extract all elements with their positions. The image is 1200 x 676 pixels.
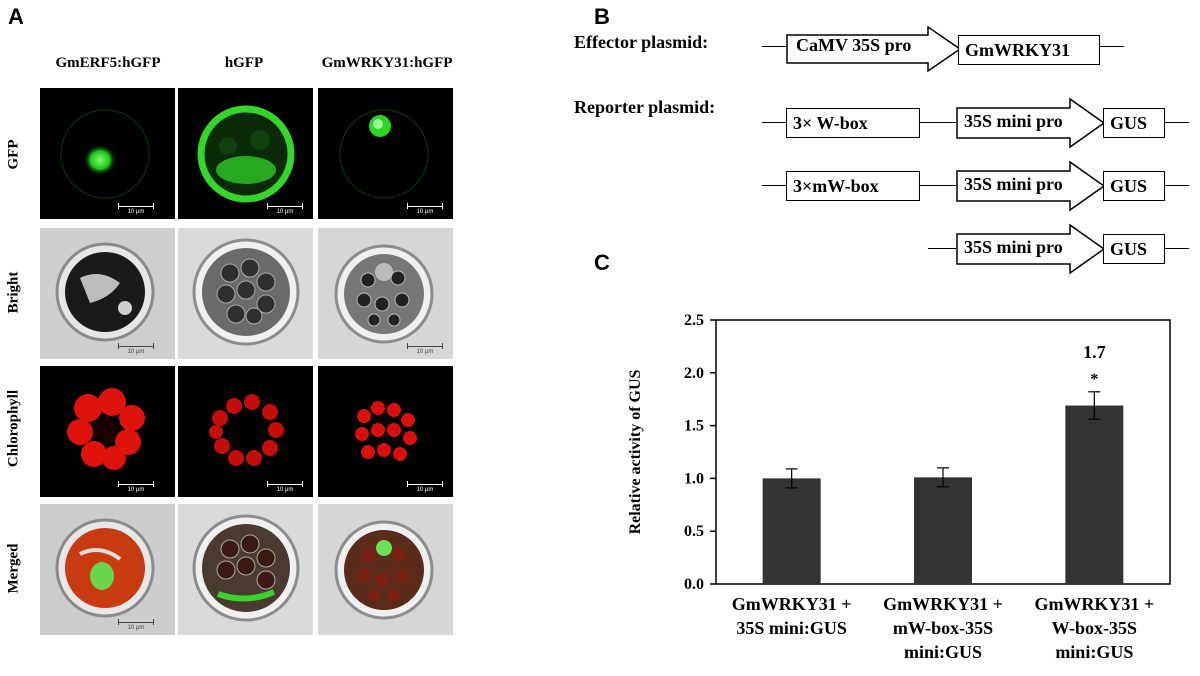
construct-line xyxy=(1100,46,1124,47)
panel-a-letter: A xyxy=(8,4,24,29)
construct-line xyxy=(920,185,956,186)
bar xyxy=(1065,405,1124,584)
scale-bar: 10 μm xyxy=(265,203,305,215)
x-category-label: 35S mini:GUS xyxy=(736,618,847,638)
scale-bar: 10 μm xyxy=(116,481,156,493)
construct-line xyxy=(762,46,786,47)
promoter-arrow xyxy=(956,97,1106,149)
reporter-promoter-label: 35S mini pro xyxy=(964,237,1063,257)
row-header-gfp: GFP xyxy=(5,139,22,170)
reporter-promoter-label: 35S mini pro xyxy=(964,111,1063,131)
gus-gene-box: GUS xyxy=(1103,234,1165,264)
x-category-label: GmWRKY31 + xyxy=(732,594,852,614)
y-tick-label: 0.5 xyxy=(684,523,704,540)
promoter-arrow xyxy=(956,223,1106,275)
row-header-bright: Bright xyxy=(5,271,22,314)
y-tick-label: 2.5 xyxy=(684,312,704,329)
gus-gene-box: GUS xyxy=(1103,171,1165,201)
micrograph-chlorophyll-gmerf5 xyxy=(40,366,175,497)
gus-gene-box: GUS xyxy=(1103,108,1165,138)
construct-line xyxy=(1165,122,1189,123)
scale-bar: 10 μm xyxy=(116,343,156,355)
construct-line xyxy=(762,122,786,123)
construct-line xyxy=(762,185,786,186)
scale-bar: 10 μm xyxy=(405,203,445,215)
micrograph-merged-gmerf5 xyxy=(40,504,175,635)
y-axis-label: Relative activity of GUS xyxy=(627,369,644,534)
x-category-label: mini:GUS xyxy=(904,642,982,662)
y-tick-label: 1.0 xyxy=(684,470,704,487)
micrograph-bright-hgfp xyxy=(178,228,313,359)
x-category-label: GmWRKY31 + xyxy=(883,594,1003,614)
y-tick-label: 2.0 xyxy=(684,365,704,382)
scale-bar: 10 μm xyxy=(265,481,305,493)
x-category-label: mW-box-35S xyxy=(893,618,993,638)
scale-bar: 10 μm xyxy=(405,481,445,493)
construct-line xyxy=(1165,248,1189,249)
bar xyxy=(914,477,972,584)
y-tick-label: 1.5 xyxy=(684,418,704,435)
reporter-promoter-label: 35S mini pro xyxy=(964,174,1063,194)
effector-gene-box: GmWRKY31 xyxy=(958,35,1100,65)
column-header-hgfp: hGFP xyxy=(224,55,264,71)
construct-line xyxy=(928,248,956,249)
w-box-element: 3× W-box xyxy=(786,108,920,138)
significance-marker: * xyxy=(1090,371,1098,388)
panel-b-letter: B xyxy=(594,4,610,29)
promoter-arrow xyxy=(786,25,962,73)
value-label: 1.7 xyxy=(1083,342,1106,362)
x-category-label: mini:GUS xyxy=(1055,642,1133,662)
y-tick-label: 0.0 xyxy=(684,576,704,593)
micrograph-merged-gmwrky31 xyxy=(318,504,453,635)
row-header-chlorophyll: Chlorophyll xyxy=(5,389,22,468)
panel-c-letter: C xyxy=(594,250,610,275)
scale-bar: 10 μm xyxy=(116,203,156,215)
construct-line xyxy=(920,122,956,123)
promoter-arrow xyxy=(956,160,1106,212)
micrograph-bright-gmerf5 xyxy=(40,228,175,359)
row-header-merged: Merged xyxy=(5,543,22,594)
mw-box-element: 3×mW-box xyxy=(786,171,920,201)
x-category-label: GmWRKY31 + xyxy=(1034,594,1154,614)
micrograph-gfp-gmerf5 xyxy=(40,88,175,219)
micrograph-gfp-gmwrky31 xyxy=(318,88,453,219)
column-header-gmwrky31: GmWRKY31:hGFP xyxy=(321,55,453,71)
scale-bar: 10 μm xyxy=(405,343,445,355)
column-header-gmerf5: GmERF5:hGFP xyxy=(55,55,161,71)
reporter-plasmid-label: Reporter plasmid: xyxy=(574,97,716,117)
scale-bar: 10 μm xyxy=(116,619,156,631)
micrograph-merged-hgfp xyxy=(178,504,313,635)
micrograph-gfp-hgfp xyxy=(178,88,313,219)
micrograph-bright-gmwrky31 xyxy=(318,228,453,359)
micrograph-chlorophyll-hgfp xyxy=(178,366,313,497)
bar xyxy=(762,478,821,584)
effector-promoter-label: CaMV 35S pro xyxy=(796,35,912,55)
micrograph-chlorophyll-gmwrky31 xyxy=(318,366,453,497)
effector-plasmid-label: Effector plasmid: xyxy=(574,32,709,52)
construct-line xyxy=(1165,185,1189,186)
gus-activity-bar-chart: 0.0 0.5 1.0 1.5 2.0 2.5 Relative activity of G… xyxy=(627,312,1171,662)
x-category-label: W-box-35S xyxy=(1052,618,1137,638)
